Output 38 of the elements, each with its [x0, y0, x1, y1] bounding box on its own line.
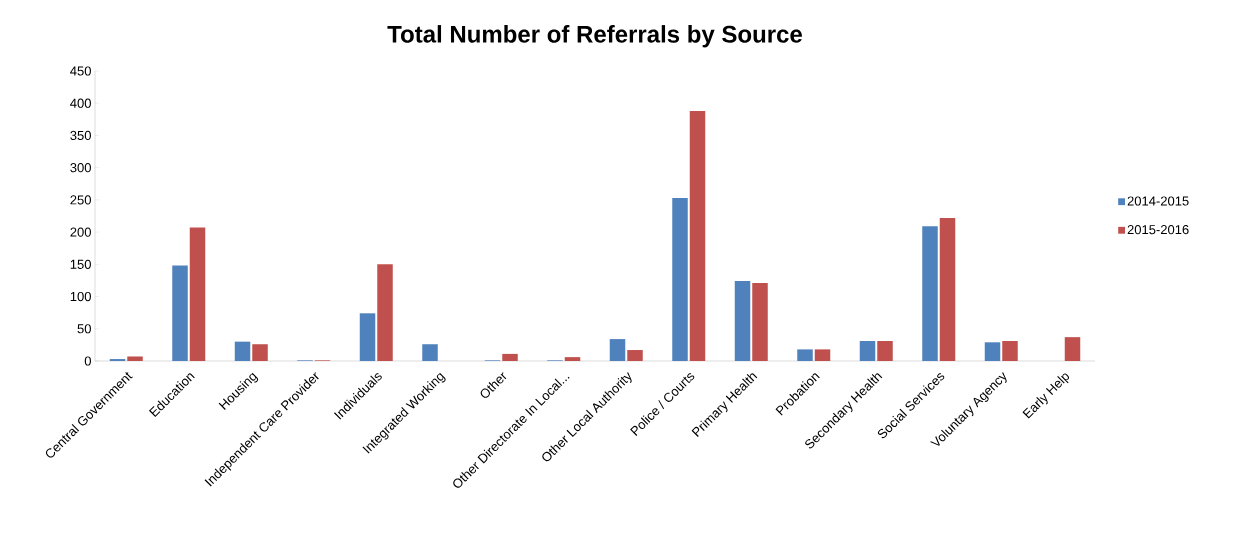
y-tick-label: 350 — [70, 130, 91, 141]
bar — [689, 110, 706, 361]
y-tick-label: 300 — [70, 163, 91, 173]
bar — [814, 349, 831, 361]
chart-title: Total Number of Referrals by Source — [387, 25, 802, 48]
bar — [359, 313, 376, 361]
y-tick-label: 450 — [70, 66, 91, 76]
bar — [877, 341, 893, 361]
bar — [627, 350, 643, 361]
bar — [734, 281, 751, 361]
bar — [609, 339, 626, 361]
y-tick-label: 400 — [70, 98, 91, 108]
legend-label: 2015-2016 — [1127, 224, 1189, 235]
bar — [127, 356, 143, 361]
y-tick-label: 200 — [70, 227, 91, 237]
bar — [377, 264, 393, 361]
bar — [422, 344, 438, 361]
bar — [1002, 341, 1018, 361]
y-tick-label: 100 — [70, 291, 91, 302]
bar — [797, 349, 813, 361]
y-tick-label: 250 — [70, 195, 91, 205]
legend-label: 2014-2015 — [1127, 196, 1189, 206]
y-tick-label: 0 — [84, 356, 91, 366]
bar — [984, 342, 1001, 361]
bar — [922, 226, 938, 361]
bar — [234, 341, 251, 361]
y-tick-label: 50 — [77, 324, 91, 334]
bar — [502, 353, 518, 361]
bar — [172, 265, 188, 361]
y-tick-label: 150 — [70, 259, 91, 269]
bar — [189, 227, 206, 361]
bar — [859, 341, 876, 361]
bar — [752, 283, 768, 361]
bar — [939, 217, 956, 361]
bar — [564, 357, 581, 361]
bar — [672, 197, 688, 361]
bar — [252, 344, 268, 361]
bar — [1064, 337, 1081, 361]
